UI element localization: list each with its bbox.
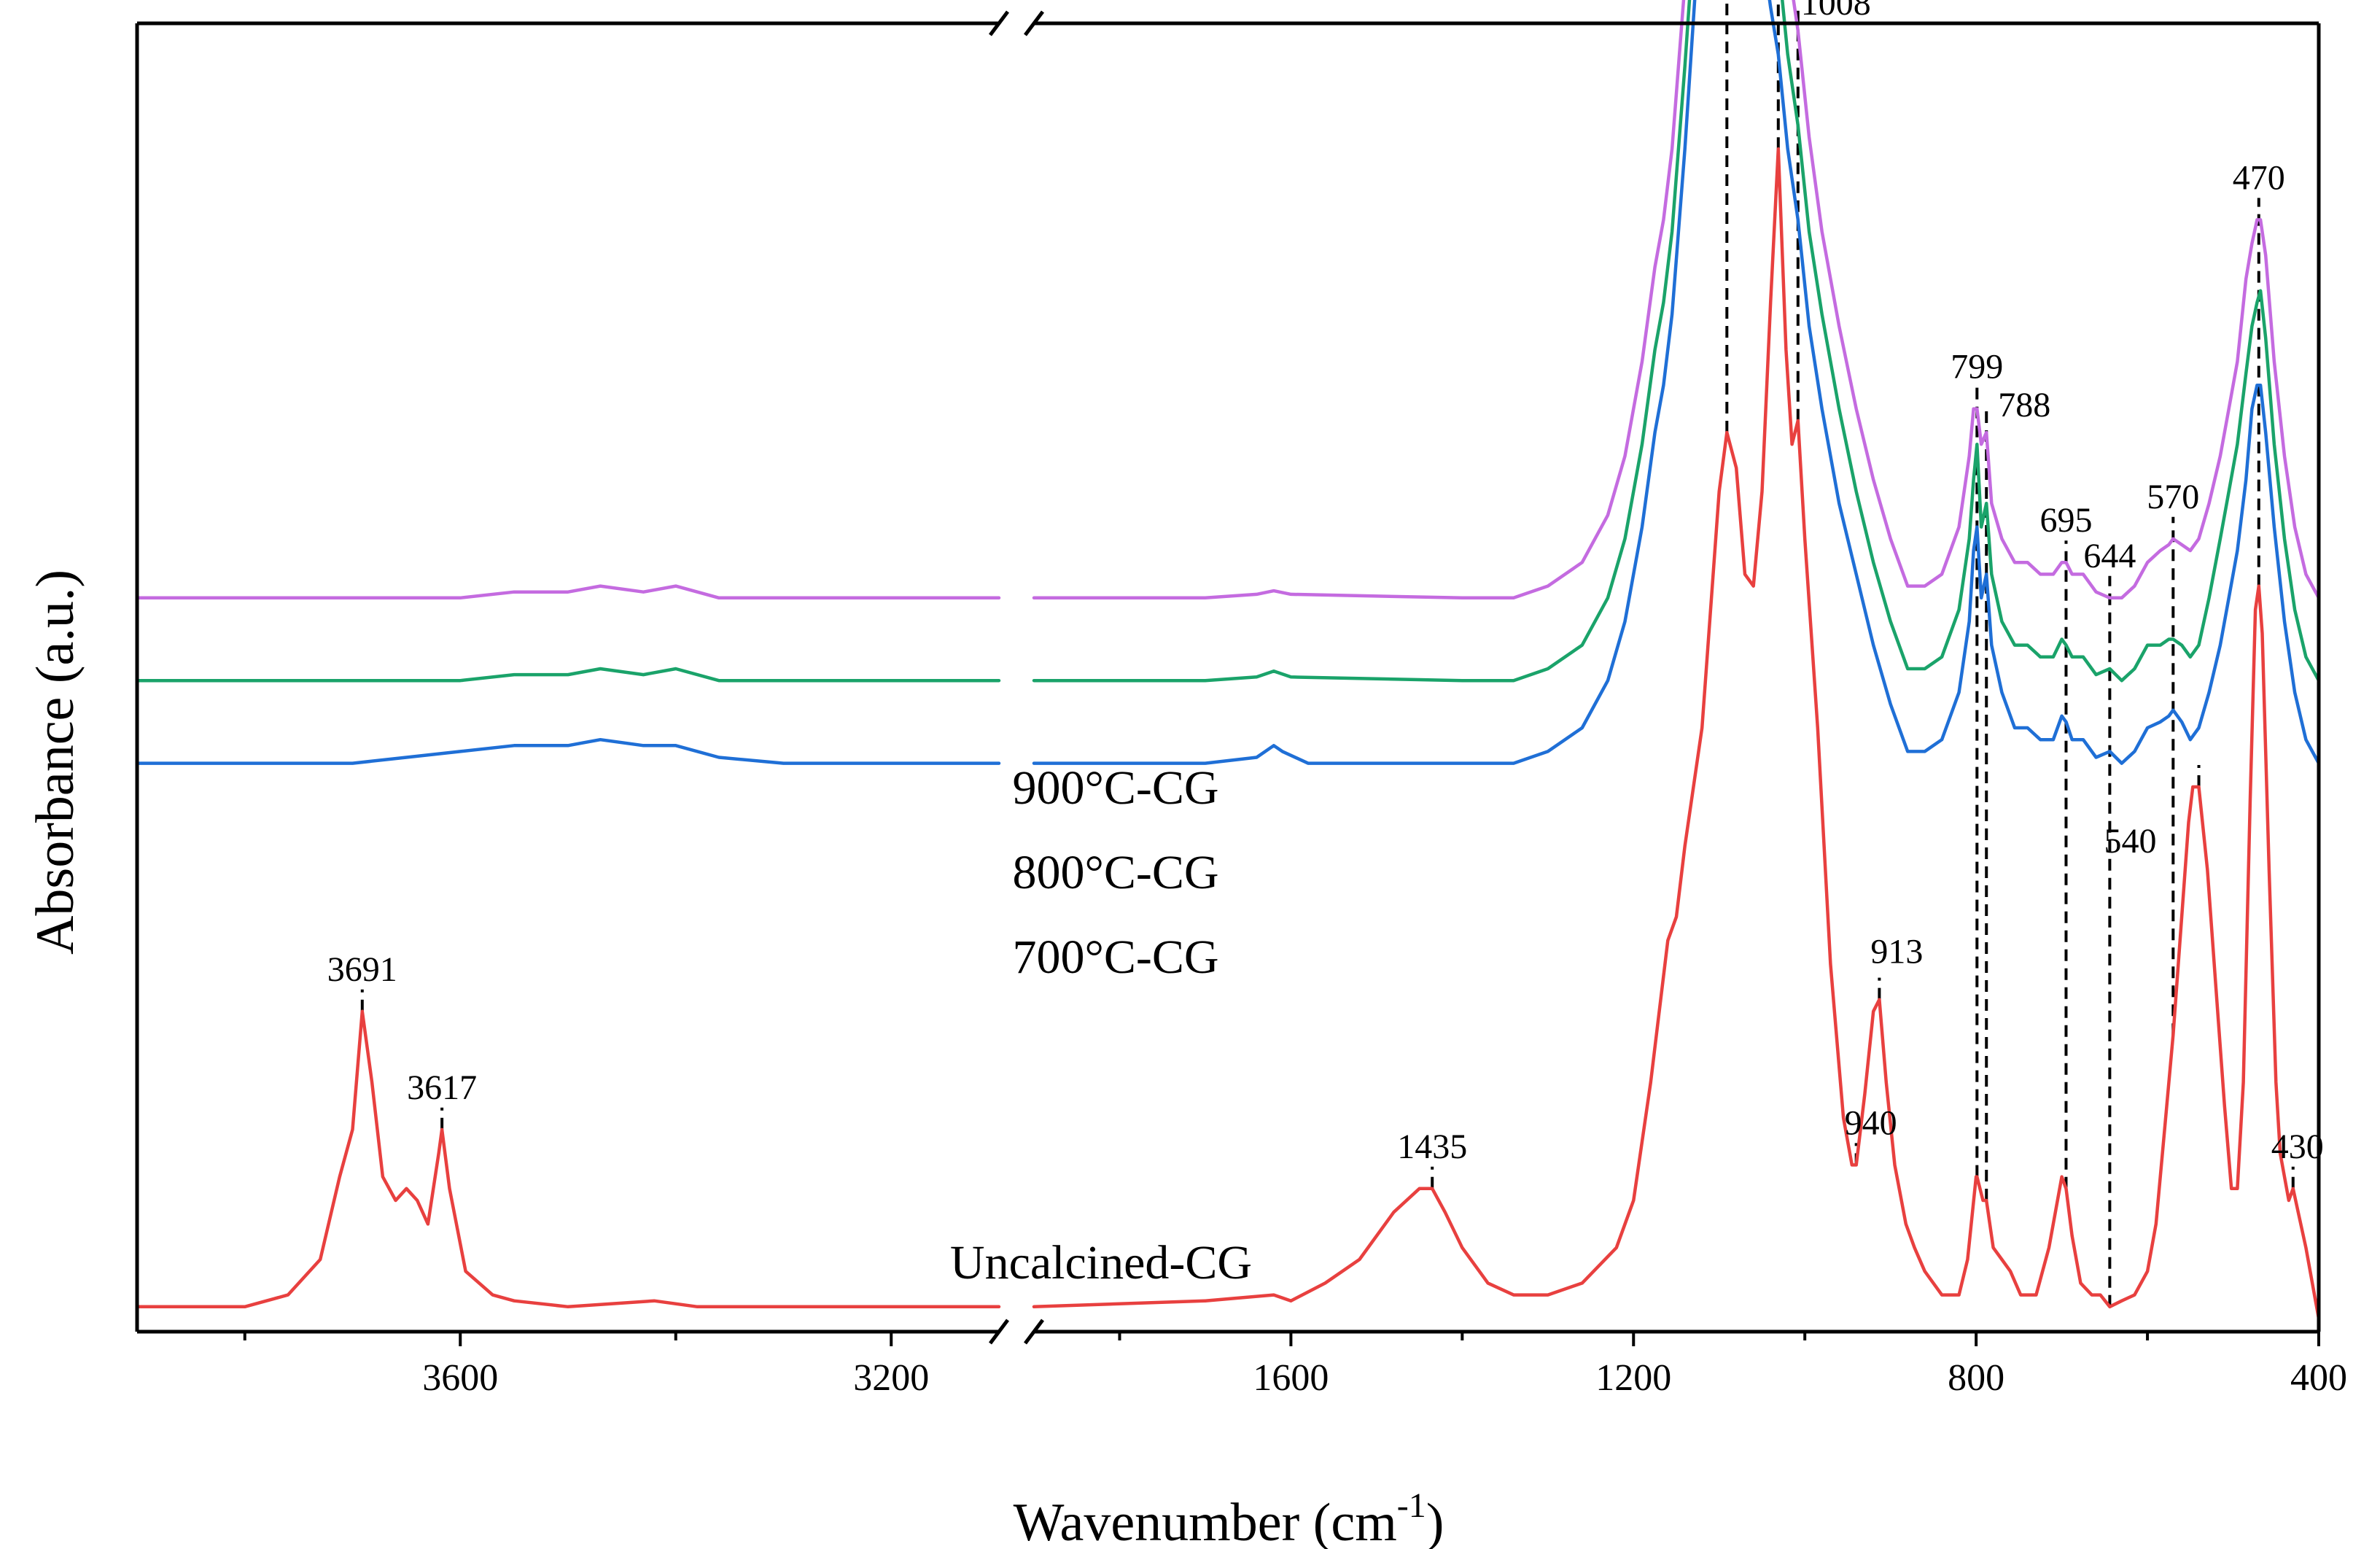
- x-axis-title-main: Wavenumber (cm: [1014, 1493, 1397, 1549]
- x-axis-title-suffix: ): [1426, 1493, 1444, 1549]
- series-label-uncalcined-cg: Uncalcined-CG: [950, 1236, 1252, 1289]
- x-axis-title-superscript: -1: [1397, 1486, 1426, 1525]
- x-tick-label-3200: 3200: [853, 1357, 929, 1399]
- series-label-900-c-cg: 900°C-CG: [1012, 761, 1218, 815]
- peak-label-1435: 1435: [1397, 1127, 1467, 1166]
- peak-label-940: 940: [1845, 1103, 1897, 1142]
- peak-label-788: 788: [1998, 386, 2050, 424]
- peak-label-470: 470: [2233, 158, 2285, 197]
- x-tick-label-1200: 1200: [1595, 1357, 1671, 1399]
- peak-label-1008: 1008: [1801, 0, 1871, 23]
- peak-label-644: 644: [2083, 537, 2136, 575]
- x-tick-label-1600: 1600: [1253, 1357, 1329, 1399]
- peak-label-3691: 3691: [327, 950, 397, 989]
- peak-label-540: 540: [2104, 822, 2157, 861]
- x-tick-label-400: 400: [2290, 1357, 2347, 1399]
- peak-label-3617: 3617: [407, 1068, 477, 1107]
- x-axis-title: Wavenumber (cm-1): [1014, 1486, 1444, 1549]
- x-tick-label-3600: 3600: [422, 1357, 498, 1399]
- peak-label-695: 695: [2039, 501, 2092, 540]
- ftir-chart: 3600320016001200800400 36913617143510911…: [0, 0, 2380, 1549]
- peak-label-570: 570: [2147, 478, 2199, 516]
- peak-label-430: 430: [2271, 1127, 2324, 1166]
- series-label-800-c-cg: 800°C-CG: [1012, 846, 1218, 899]
- peak-label-913: 913: [1870, 933, 1923, 971]
- peak-label-799: 799: [1951, 348, 2003, 387]
- y-axis-title: Absorbance (a.u.): [26, 570, 85, 955]
- series-label-700-c-cg: 700°C-CG: [1012, 931, 1218, 984]
- x-tick-label-800: 800: [1948, 1357, 2004, 1399]
